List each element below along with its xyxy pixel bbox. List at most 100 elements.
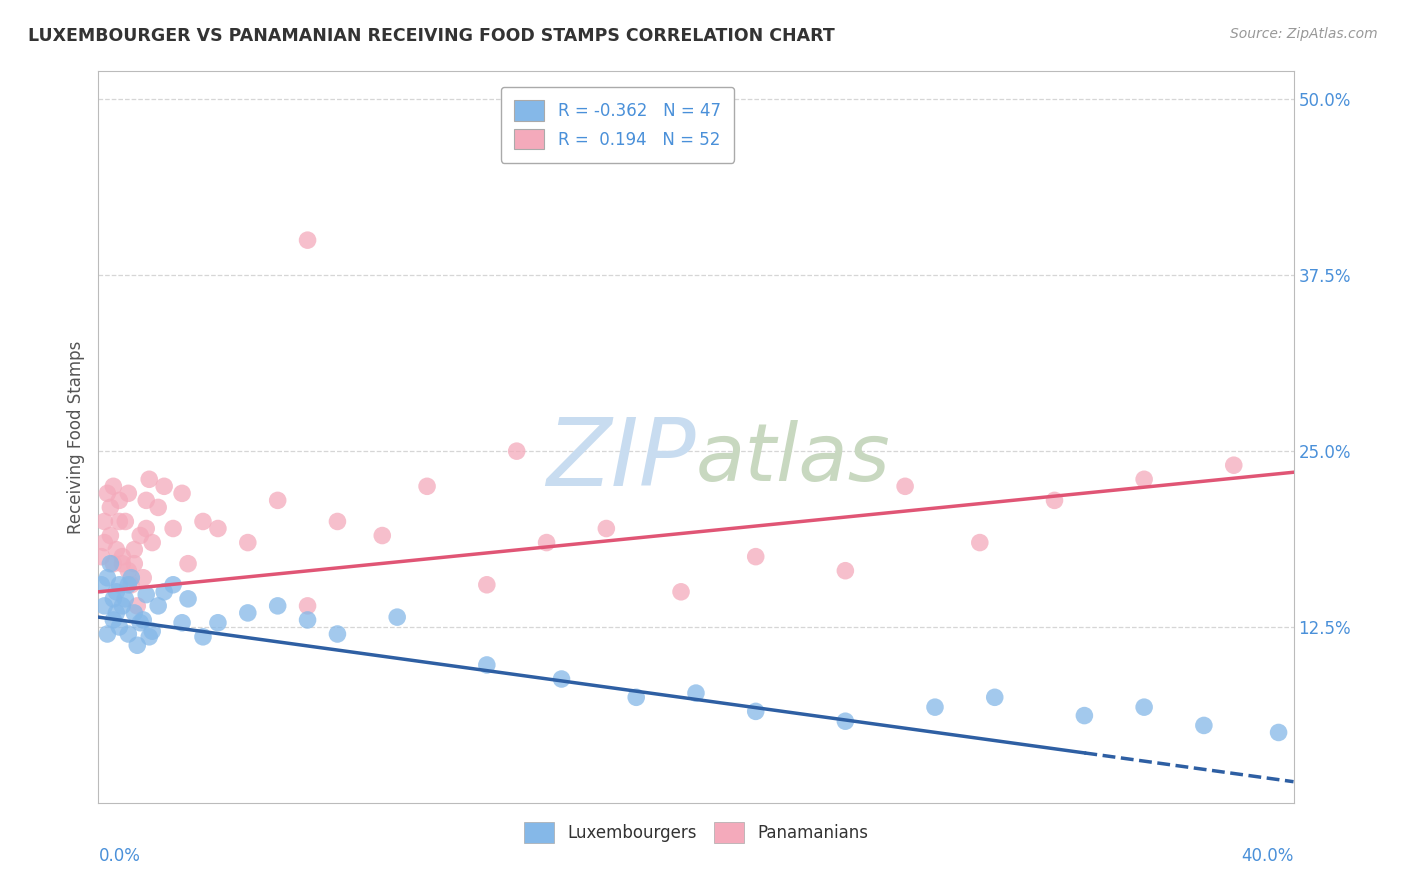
Point [984,690,1007,705]
Point [114,515,136,529]
Point [595,521,617,535]
Point [506,444,529,458]
Point [1223,458,1246,473]
Point [138,630,160,644]
Point [685,686,707,700]
Point [236,535,259,549]
Legend: R = -0.362   N = 47, R =  0.194   N = 52: R = -0.362 N = 47, R = 0.194 N = 52 [501,87,734,162]
Point [96,571,118,585]
Point [297,233,319,247]
Point [111,557,134,571]
Point [745,549,768,564]
Point [475,578,498,592]
Point [103,557,125,571]
Point [93,535,115,549]
Point [117,486,139,500]
Point [103,613,125,627]
Point [475,657,498,672]
Point [924,700,946,714]
Point [111,599,134,613]
Point [124,557,146,571]
Point [129,528,152,542]
Point [135,588,157,602]
Point [191,515,214,529]
Point [371,528,394,542]
Point [177,557,200,571]
Point [326,515,349,529]
Point [207,615,229,630]
Point [1192,718,1215,732]
Point [297,613,319,627]
Point [669,584,692,599]
Point [172,615,194,630]
Point [153,584,176,599]
Point [135,493,157,508]
Text: atlas: atlas [696,420,891,498]
Text: LUXEMBOURGER VS PANAMANIAN RECEIVING FOOD STAMPS CORRELATION CHART: LUXEMBOURGER VS PANAMANIAN RECEIVING FOO… [28,27,835,45]
Point [124,542,146,557]
Point [745,705,768,719]
Point [103,479,125,493]
Point [108,515,131,529]
Y-axis label: Receiving Food Stamps: Receiving Food Stamps [66,341,84,533]
Point [191,630,214,644]
Point [135,521,157,535]
Point [117,627,139,641]
Point [416,479,439,493]
Point [834,714,856,729]
Point [969,535,991,549]
Point [127,599,149,613]
Point [117,578,139,592]
Point [96,627,118,641]
Point [108,493,131,508]
Point [148,500,170,515]
Text: 0.0%: 0.0% [98,847,141,864]
Point [129,615,152,630]
Point [1073,708,1095,723]
Point [138,472,160,486]
Point [93,515,115,529]
Point [172,486,194,500]
Point [207,521,229,535]
Text: 40.0%: 40.0% [1241,847,1294,864]
Point [297,599,319,613]
Point [267,599,290,613]
Point [536,535,558,549]
Point [98,528,122,542]
Point [117,564,139,578]
Point [326,627,349,641]
Point [550,672,572,686]
Point [1267,725,1289,739]
Point [127,638,149,652]
Point [267,493,290,508]
Point [132,571,155,585]
Point [96,486,118,500]
Point [162,521,184,535]
Point [894,479,917,493]
Point [834,564,856,578]
Text: ZIP: ZIP [547,414,696,505]
Point [141,624,163,639]
Point [120,571,142,585]
Point [111,549,134,564]
Point [162,578,184,592]
Point [124,606,146,620]
Point [105,542,128,557]
Text: Source: ZipAtlas.com: Source: ZipAtlas.com [1230,27,1378,41]
Point [90,578,112,592]
Point [105,584,128,599]
Point [120,578,142,592]
Point [1043,493,1066,508]
Point [177,591,200,606]
Point [105,606,128,620]
Point [108,578,131,592]
Point [626,690,648,705]
Point [132,613,155,627]
Point [385,610,409,624]
Point [1133,472,1156,486]
Point [1133,700,1156,714]
Point [90,549,112,564]
Point [98,557,122,571]
Point [103,591,125,606]
Point [114,591,136,606]
